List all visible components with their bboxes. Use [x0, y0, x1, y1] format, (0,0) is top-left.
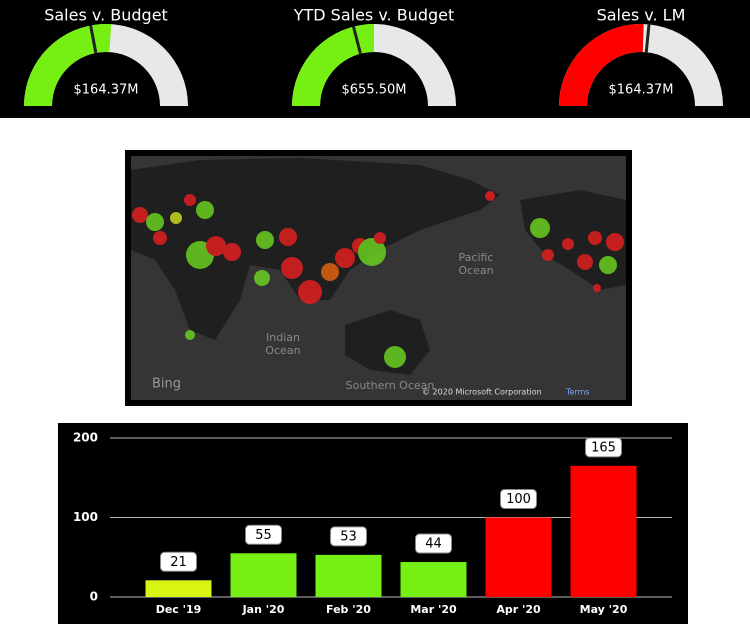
gauge-fill [24, 24, 112, 107]
map-bubble [530, 218, 550, 238]
map-bubbles [132, 191, 624, 368]
map-bubble [184, 194, 196, 206]
gauge-target [644, 24, 651, 53]
ocean-label: Ocean [458, 264, 493, 277]
bar [145, 580, 212, 597]
value-label-box [415, 533, 452, 554]
value-label: 55 [255, 528, 272, 543]
bar [485, 517, 552, 597]
map-bubble [256, 231, 274, 249]
bar [230, 553, 297, 597]
map-bubble [223, 243, 241, 261]
x-tick-label: Feb '20 [326, 603, 371, 616]
x-tick-label: Jan '20 [242, 603, 285, 616]
gauge-title: Sales v. Budget [44, 6, 168, 25]
gauge-value: $164.37M [609, 83, 674, 98]
value-label-box [245, 524, 282, 545]
x-tick-label: Apr '20 [496, 603, 541, 616]
gauge-target [89, 25, 98, 54]
value-label-box [160, 551, 197, 572]
value-label: 53 [340, 529, 357, 544]
gauge-fill [292, 24, 374, 106]
x-tick-label: May '20 [580, 603, 628, 616]
value-label-box [500, 489, 537, 509]
bar [400, 562, 467, 597]
gauge-target [352, 26, 362, 55]
map-bubble [384, 346, 406, 368]
map-bubble [606, 233, 624, 251]
value-label-box [330, 526, 367, 547]
map-bubble [335, 248, 355, 268]
map-bubble [374, 232, 386, 244]
gauge-fill [559, 24, 644, 107]
value-label: 165 [591, 440, 616, 455]
land-australia [345, 310, 430, 375]
map-bubble [254, 270, 270, 286]
map-panel: Pacific Ocean Indian Ocean Southern Ocea… [125, 150, 632, 406]
map-logo: Bing [152, 377, 181, 392]
map-bubble [132, 207, 148, 223]
value-label: 44 [425, 537, 442, 552]
map-bubble [196, 201, 214, 219]
gauge-title: Sales v. LM [597, 6, 686, 25]
ocean-label: Pacific [459, 251, 494, 264]
map-bubble [206, 236, 226, 256]
map-bubble [485, 191, 495, 201]
map-bubble [542, 249, 554, 261]
x-tick-label: Dec '19 [156, 603, 202, 616]
bar [315, 554, 382, 597]
map-bubble [298, 280, 322, 304]
y-tick-label: 100 [73, 510, 98, 524]
gauge-value: $164.37M [74, 83, 139, 98]
gauge-value: $655.50M [342, 83, 407, 98]
map-bubble [146, 213, 164, 231]
value-label: 21 [170, 555, 187, 570]
land-eurasia-africa [131, 158, 500, 340]
map-bubble [588, 231, 602, 245]
map-bubble [153, 231, 167, 245]
map-bubble [358, 238, 386, 266]
gauge-title: YTD Sales v. Budget [293, 6, 455, 25]
value-label-box [585, 437, 622, 458]
gauge-panel [0, 0, 750, 118]
y-tick-label: 0 [90, 590, 98, 604]
y-tick-label: 200 [73, 431, 98, 445]
map-bubble [281, 257, 303, 279]
map-bubble [279, 228, 297, 246]
map-copyright: © 2020 Microsoft Corporation [422, 388, 542, 397]
x-tick-label: Mar '20 [410, 603, 457, 616]
value-label: 100 [506, 492, 531, 507]
map-bubble [170, 212, 182, 224]
map-terms[interactable]: Terms [565, 388, 590, 397]
map-bubble [185, 330, 195, 340]
map-bubble [321, 263, 339, 281]
bar [570, 465, 637, 597]
ocean-label: Ocean [265, 344, 300, 357]
map-bubble [562, 238, 574, 250]
map-bubble [577, 254, 593, 270]
ocean-label: Southern Ocean [346, 379, 435, 392]
map-bubble [593, 284, 601, 292]
ocean-label: Indian [266, 331, 300, 344]
map-bubble [599, 256, 617, 274]
